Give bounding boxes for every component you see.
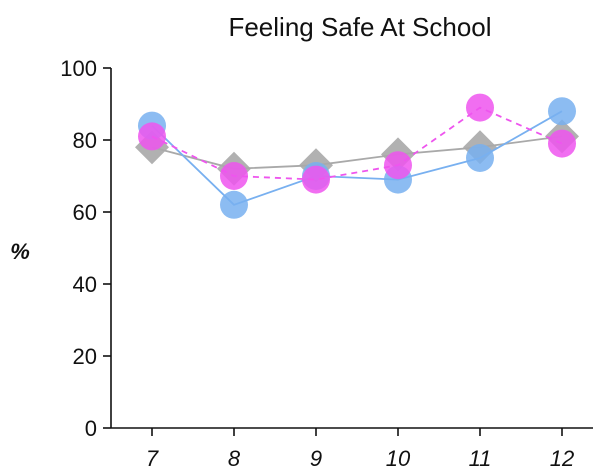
data-point-circle (548, 97, 576, 126)
data-point-circle (466, 93, 494, 122)
series-layer (135, 93, 579, 219)
x-tick-label: 12 (550, 446, 574, 471)
data-point-circle (220, 162, 248, 190)
series-3 (138, 93, 576, 194)
data-point-circle (466, 144, 494, 172)
y-axis-label: % (10, 239, 30, 264)
series-line (151, 135, 563, 170)
y-tick-label: 60 (73, 200, 97, 225)
x-ticks: 7 8 9 10 11 12 (146, 428, 574, 471)
x-tick-label: 10 (386, 446, 411, 471)
y-tick-label: 20 (73, 344, 97, 369)
y-ticks: 0 20 40 60 80 100 (60, 56, 111, 441)
x-tick-label: 7 (146, 446, 159, 471)
x-tick-label: 9 (310, 446, 322, 471)
data-point-circle (220, 190, 248, 219)
series-line (151, 110, 563, 206)
x-tick-label: 8 (228, 446, 241, 471)
chart-title: Feeling Safe At School (228, 12, 491, 42)
y-tick-label: 100 (60, 56, 97, 81)
y-tick-label: 80 (73, 128, 97, 153)
y-tick-label: 0 (85, 416, 97, 441)
series-2 (138, 97, 576, 219)
data-point-circle (548, 129, 576, 158)
series-1 (135, 119, 579, 186)
y-tick-label: 40 (73, 272, 97, 297)
axes (110, 68, 593, 429)
data-point-circle (384, 151, 412, 180)
series-line (151, 106, 563, 181)
x-tick-label: 11 (469, 446, 492, 471)
data-point-circle (138, 122, 166, 151)
data-point-circle (302, 165, 330, 194)
